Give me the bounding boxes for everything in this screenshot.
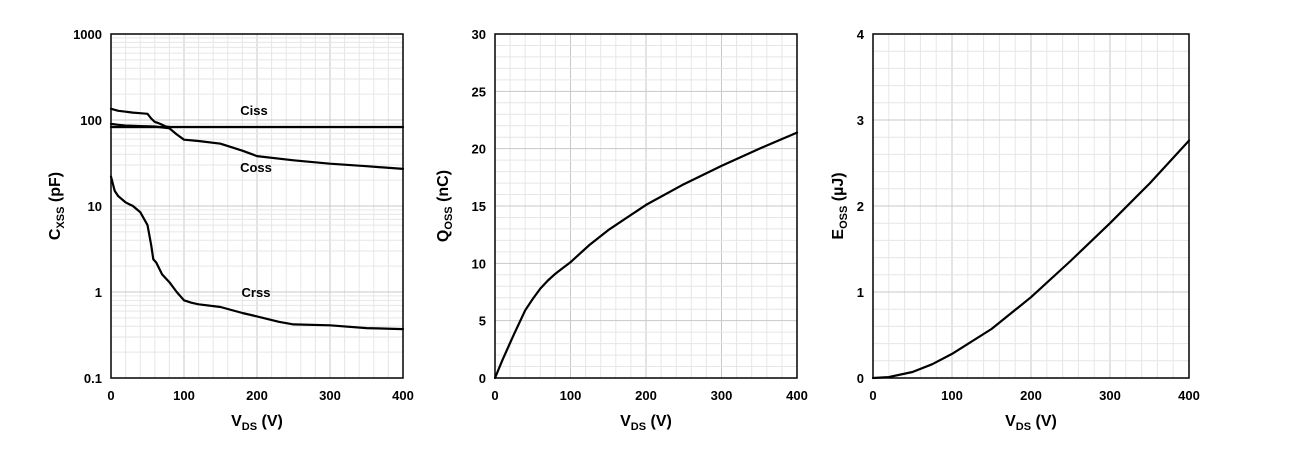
x-tick-label: 100	[941, 388, 963, 403]
series-line	[871, 139, 1191, 380]
x-tick-label: 200	[1020, 388, 1042, 403]
x-axis-label-unit: (V)	[257, 413, 283, 430]
x-axis-label-main: V	[620, 413, 631, 430]
x-axis-label-sub: DS	[631, 421, 646, 433]
plot-frame	[872, 33, 1190, 379]
x-axis-label-unit: (V)	[646, 413, 672, 430]
x-axis-label: VDS (V)	[231, 413, 283, 433]
y-tick-label: 0	[857, 371, 864, 386]
y-axis-label: QOSS (nC)	[435, 170, 455, 242]
x-tick-label: 0	[869, 388, 876, 403]
x-axis-label-sub: DS	[242, 421, 257, 433]
series-ciss-upper-branch-line	[109, 107, 171, 129]
x-axis-label: VDS (V)	[1005, 413, 1057, 433]
y-tick-label: 1	[95, 285, 102, 300]
y-tick-label: 20	[472, 142, 486, 157]
x-axis-label: VDS (V)	[620, 413, 672, 433]
y-axis-label: EOSS (µJ)	[830, 172, 850, 239]
y-axis-label-main: C	[47, 228, 64, 240]
x-axis-label-main: V	[1005, 413, 1016, 430]
plot-frame	[494, 33, 798, 379]
y-axis-label-unit: (nC)	[435, 170, 452, 206]
y-axis-label-main: E	[830, 229, 847, 240]
chart-2: 0 100 200 300 400 0 5 10 15 20 25 30 VDS (V) QOSS (nC…	[435, 27, 808, 433]
y-tick-label: 2	[857, 199, 864, 214]
grid	[110, 34, 404, 379]
x-tick-label: 400	[786, 388, 808, 403]
y-axis-label-unit: (µJ)	[830, 172, 847, 205]
y-tick-label: 4	[857, 27, 865, 42]
plot-frame	[110, 33, 404, 379]
y-tick-label: 15	[472, 199, 486, 214]
series-coss-line	[109, 122, 405, 170]
x-tick-label: 400	[1178, 388, 1200, 403]
x-tick-label: 0	[107, 388, 114, 403]
series-label-crss: Crss	[242, 285, 271, 300]
y-axis-label-sub: OSS	[443, 206, 455, 229]
x-axis-label-main: V	[231, 413, 242, 430]
y-axis-label-sub: OSS	[838, 206, 850, 229]
grid	[872, 33, 1190, 379]
x-tick-label: 200	[246, 388, 268, 403]
y-axis-label-sub: XSS	[55, 207, 67, 229]
y-tick-label: 25	[472, 84, 486, 99]
y-tick-label: 100	[80, 113, 102, 128]
series-label-ciss: Ciss	[240, 103, 267, 118]
x-tick-label: 300	[319, 388, 341, 403]
chart-1: 0 100 200 300 400 0.1 1 10 100 1000 VDS (V) CXSS (p…	[47, 27, 414, 433]
y-tick-label: 1000	[73, 27, 102, 42]
x-axis-label-sub: DS	[1016, 421, 1031, 433]
y-axis-label-unit: (pF)	[47, 172, 64, 207]
x-tick-label: 400	[392, 388, 414, 403]
y-tick-label: 30	[472, 27, 486, 42]
y-tick-label: 0	[479, 371, 486, 386]
y-tick-label: 0.1	[84, 371, 102, 386]
y-tick-label: 5	[479, 314, 486, 329]
series-crss-line	[109, 175, 405, 331]
x-tick-label: 100	[173, 388, 195, 403]
x-tick-label: 0	[491, 388, 498, 403]
x-tick-label: 100	[560, 388, 582, 403]
y-axis-label-main: Q	[435, 230, 452, 242]
series-line	[493, 131, 799, 380]
x-tick-label: 200	[635, 388, 657, 403]
series-label-coss: Coss	[240, 160, 272, 175]
y-tick-label: 1	[857, 285, 864, 300]
x-tick-label: 300	[711, 388, 733, 403]
y-tick-label: 10	[88, 199, 102, 214]
chart-3: 0 100 200 300 400 0 1 2 3 4 VDS (V) EOSS (µJ)	[830, 27, 1200, 433]
y-tick-label: 10	[472, 256, 486, 271]
y-tick-label: 3	[857, 113, 864, 128]
y-axis-label: CXSS (pF)	[47, 172, 67, 240]
x-tick-label: 300	[1099, 388, 1121, 403]
x-axis-label-unit: (V)	[1031, 413, 1057, 430]
